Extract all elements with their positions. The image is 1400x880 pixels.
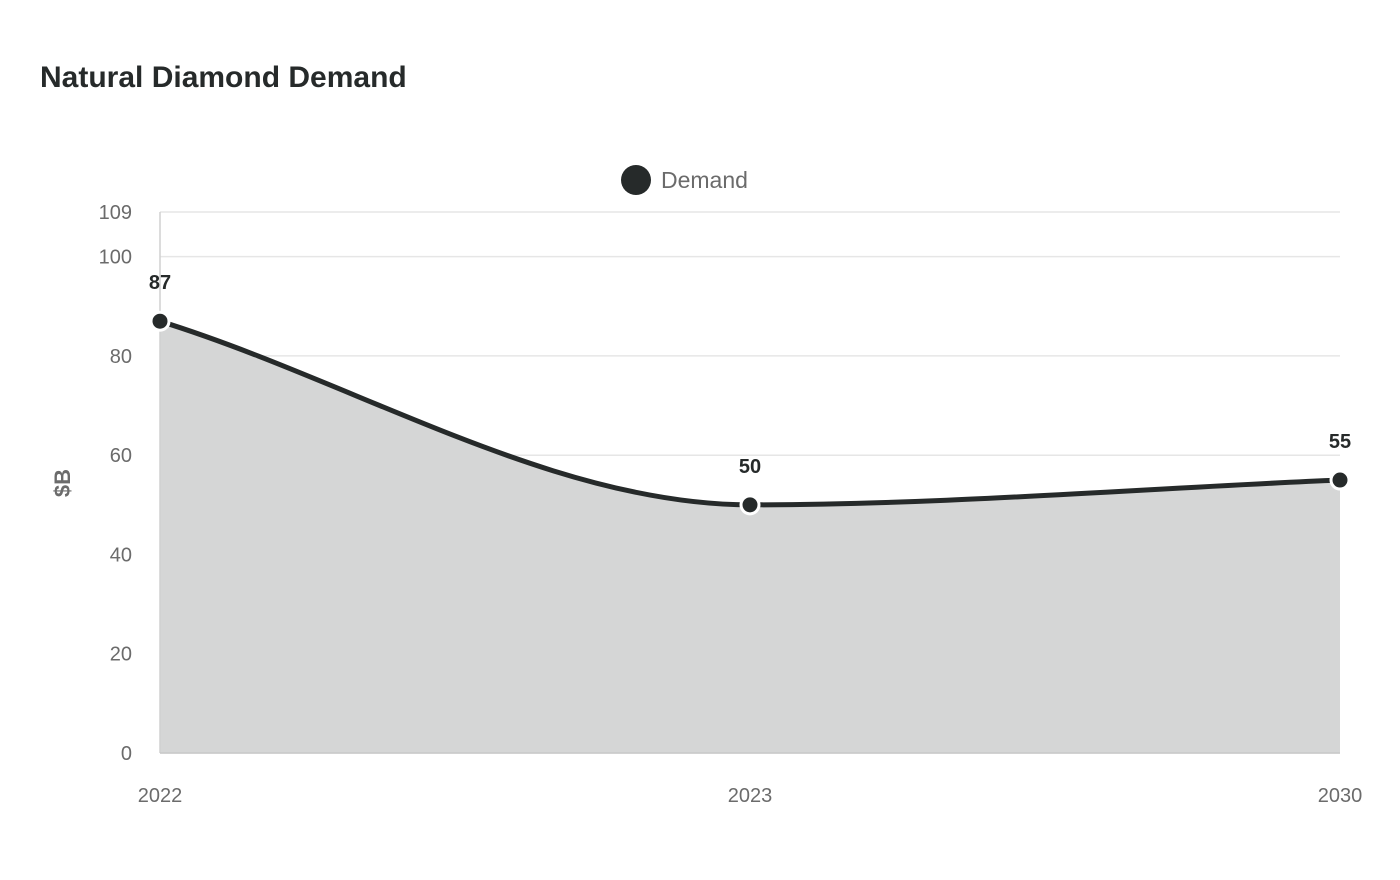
legend[interactable]: Demand <box>621 165 748 195</box>
x-tick-labels: 2022 2023 2030 <box>138 785 1363 807</box>
y-tick-labels: 0 20 40 60 80 100 109 <box>99 202 132 765</box>
y-tick-label-40: 40 <box>110 544 132 566</box>
y-tick-label-100: 100 <box>99 247 132 269</box>
legend-label-demand: Demand <box>661 167 748 193</box>
data-points <box>149 310 1351 516</box>
data-point-2030[interactable] <box>1329 469 1351 491</box>
x-tick-label-2022: 2022 <box>138 785 183 807</box>
x-tick-label-2023: 2023 <box>728 785 773 807</box>
data-label-2023: 50 <box>739 456 761 478</box>
y-tick-label-20: 20 <box>110 644 132 666</box>
legend-marker-demand <box>621 165 651 195</box>
data-label-2022: 87 <box>149 272 171 294</box>
data-label-2030: 55 <box>1329 431 1351 453</box>
data-point-2022[interactable] <box>149 310 171 332</box>
y-tick-label-109: 109 <box>99 202 132 224</box>
y-tick-label-0: 0 <box>121 743 132 765</box>
chart-title: Natural Diamond Demand <box>40 61 407 94</box>
x-tick-label-2030: 2030 <box>1318 785 1363 807</box>
data-point-2023[interactable] <box>739 494 761 516</box>
y-tick-label-80: 80 <box>110 346 132 368</box>
y-axis-title: $B <box>50 469 75 497</box>
data-labels: 87 50 55 <box>149 272 1351 478</box>
demand-area-fill <box>160 321 1340 753</box>
y-tick-label-60: 60 <box>110 445 132 467</box>
